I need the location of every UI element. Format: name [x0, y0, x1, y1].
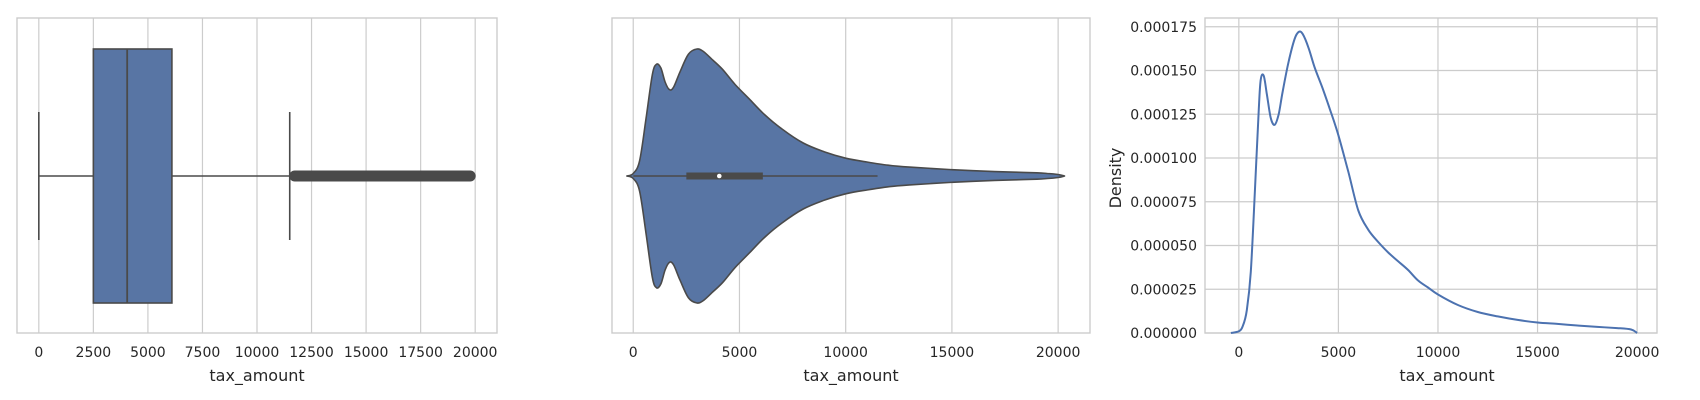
boxplot-box: [92, 48, 173, 304]
density-y-tick-label: 0.000175: [1130, 20, 1197, 36]
violin-x-tick-label: 5000: [722, 345, 758, 361]
density-x-tick-label: 5000: [1321, 345, 1357, 361]
boxplot-marks: [38, 48, 476, 304]
boxplot-x-tick-label: 12500: [289, 345, 334, 361]
boxplot-x-tick-label: 7500: [185, 345, 221, 361]
density-x-tick-label: 20000: [1615, 345, 1660, 361]
density-y-tick-label: 0.000050: [1130, 239, 1197, 255]
density-tick-labels: 0 5000 10000 15000 20000 0.000000 0.000025 0.00…: [1130, 20, 1659, 361]
boxplot-tick-labels: 0 2500 5000 7500 10000 12500 15000 17500 20000: [34, 345, 497, 361]
violin-x-tick-label: 15000: [930, 345, 975, 361]
density-x-tick-label: 15000: [1515, 345, 1560, 361]
density-x-tick-label: 0: [1234, 345, 1243, 361]
boxplot-x-tick-label: 2500: [76, 345, 112, 361]
boxplot-x-tick-label: 20000: [453, 345, 498, 361]
density-x-axis-label: tax_amount: [1399, 366, 1494, 386]
density-y-axis-label: Density: [1106, 148, 1125, 209]
violin-inner-box: [686, 172, 763, 180]
density-curve: [1230, 30, 1638, 334]
boxplot-x-tick-label: 15000: [344, 345, 389, 361]
boxplot-outliers: [289, 170, 476, 182]
boxplot-x-tick-label: 5000: [130, 345, 166, 361]
violin-median-dot: [716, 173, 722, 179]
violin-x-tick-label: 0: [629, 345, 638, 361]
violin-panel: 0 5000 10000 15000 20000 tax_amount: [611, 17, 1091, 386]
boxplot-panel: 0 2500 5000 7500 10000 12500 15000 17500 20000 t…: [16, 17, 498, 386]
density-marks: [1230, 30, 1638, 334]
density-y-tick-label: 0.000000: [1130, 326, 1197, 342]
density-gridlines: [1205, 18, 1657, 334]
density-panel: 0 5000 10000 15000 20000 0.000000 0.000025 0.00…: [1106, 17, 1659, 386]
boxplot-x-tick-label: 10000: [235, 345, 280, 361]
violin-tick-labels: 0 5000 10000 15000 20000: [629, 345, 1081, 361]
density-y-tick-label: 0.000100: [1130, 151, 1197, 167]
boxplot-x-tick-label: 17500: [398, 345, 443, 361]
violin-x-tick-label: 10000: [823, 345, 868, 361]
violin-x-axis-label: tax_amount: [803, 366, 898, 386]
boxplot-x-tick-label: 0: [34, 345, 43, 361]
violin-marks: [626, 48, 1066, 304]
density-y-tick-label: 0.000025: [1130, 282, 1197, 298]
density-x-tick-label: 10000: [1416, 345, 1461, 361]
density-y-tick-label: 0.000125: [1130, 107, 1197, 123]
density-frame: [1204, 17, 1658, 334]
density-y-tick-label: 0.000075: [1130, 195, 1197, 211]
boxplot-x-axis-label: tax_amount: [209, 366, 304, 386]
violin-x-tick-label: 20000: [1036, 345, 1081, 361]
density-y-tick-label: 0.000150: [1130, 64, 1197, 80]
